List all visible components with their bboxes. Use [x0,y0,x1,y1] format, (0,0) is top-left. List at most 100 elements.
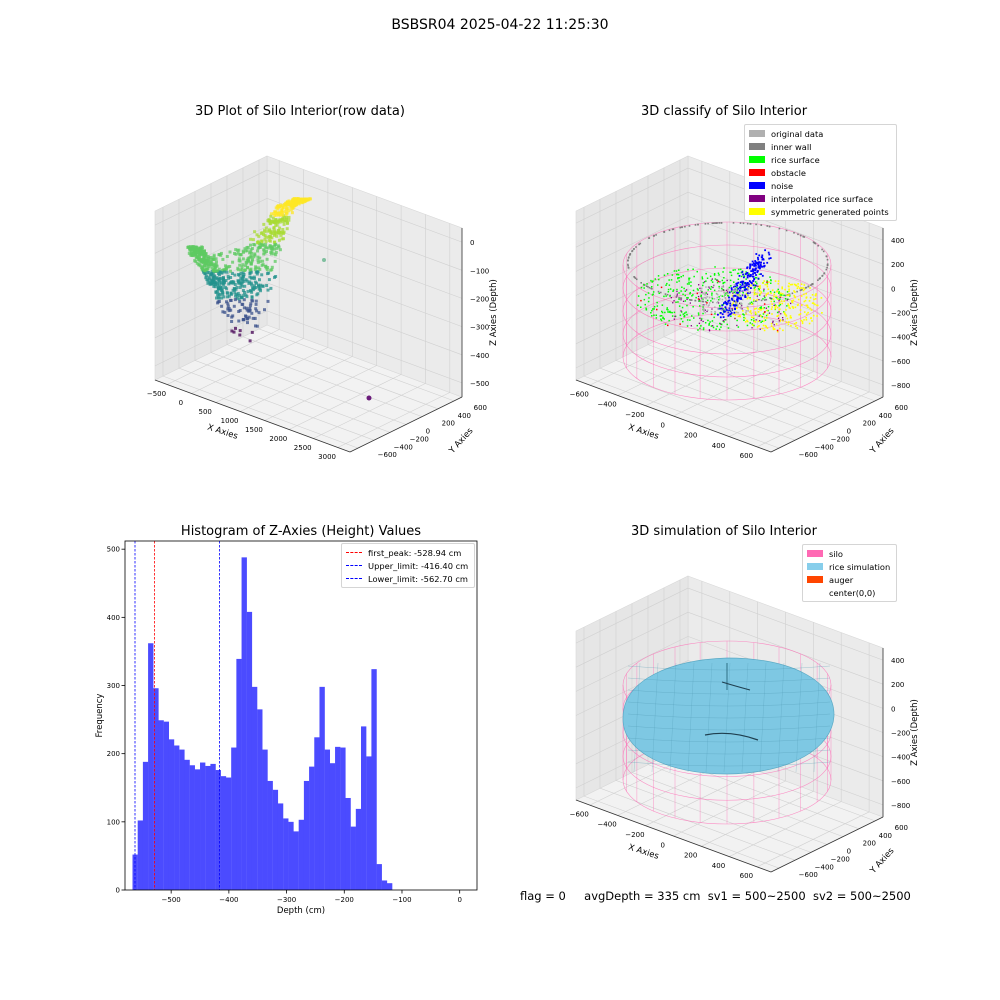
symmetric-point [788,294,790,296]
raw-point [212,264,216,268]
raw-point [220,288,224,292]
z-tick-label: −600 [891,778,910,786]
raw-point [265,250,268,253]
raw-point [284,211,288,215]
raw-point [258,260,262,264]
raw-point [226,314,230,317]
grid-line-x [729,632,842,857]
interpolated-point [772,322,774,324]
raw-point [211,275,215,279]
raw-point [263,230,267,234]
rice-surface-point [753,300,755,302]
symmetric-point [737,294,739,297]
legend-label: noise [771,180,794,191]
raw-point [261,284,265,288]
raw-outlier-point [366,395,372,401]
original-point [740,303,743,306]
raw-point [214,290,218,294]
symmetric-point [801,304,803,306]
interpolated-point [706,310,708,313]
symmetric-point [775,305,777,307]
raw-point [256,260,260,264]
inner-wall-point [749,223,752,225]
rice-surface-point [653,308,655,310]
rice-surface-point [671,315,674,317]
histogram-bar [137,820,144,890]
grid-line-x [167,160,280,385]
z-tick-label: 0 [470,239,474,247]
rice-surface-point [667,291,670,293]
symmetric-point [744,317,747,320]
symmetric-point [782,319,784,322]
rice-surface-point [736,289,739,291]
rice-surface-point [718,328,721,331]
inner-wall-point [720,222,722,224]
symmetric-point [772,298,775,301]
noise-point [739,287,742,290]
interpolated-point [712,286,714,289]
symmetric-point [753,293,756,296]
raw-point [228,250,232,254]
original-point [742,294,745,296]
inner-wall-point [678,296,680,299]
raw-point [211,257,215,261]
histogram-bar [215,770,221,890]
rice-surface-point [684,290,687,292]
rice-surface-point [714,313,716,315]
rice-surface-point [739,283,741,286]
y-tick-label: 600 [474,404,487,412]
noise-point [748,283,750,286]
inner-wall-point [778,227,781,230]
symmetric-point [772,327,775,329]
symmetric-point [753,299,755,301]
interpolated-point [716,279,718,281]
inner-wall-point [754,300,757,302]
raw-point [265,284,269,287]
symmetric-point [749,310,752,312]
symmetric-point [748,284,750,287]
symmetric-point [752,316,755,319]
raw-point [239,253,243,257]
raw-point [201,264,205,268]
grid-line-x [756,642,870,868]
interpolated-point [755,319,757,321]
noise-point [741,280,744,283]
raw-point [243,247,247,251]
y-tick-label: −600 [799,871,818,879]
raw-point [257,234,261,238]
symmetric-point [805,304,808,307]
grid-line-y [663,167,860,410]
raw-point [275,246,279,250]
interpolated-point [706,293,709,295]
symmetric-point [789,283,792,286]
depth-histogram: −500 −400 −300 −200 −100 00100200300400500Dep… [95,540,478,916]
interpolated-point [773,304,775,306]
rice-surface-point [727,327,730,329]
symmetric-point [781,287,783,290]
rice-surface-point [686,325,689,327]
raw-point [210,280,214,284]
interpolated-point [703,304,705,306]
raw-point [237,273,241,277]
rice-surface-point [758,273,761,275]
raw-point [234,252,238,256]
histogram-bar [309,766,315,890]
raw-point [207,275,211,279]
x-tick-label: −600 [570,810,589,818]
rice-surface-point [652,293,654,295]
rice-surface-point [751,323,753,325]
legend-swatch [346,565,362,566]
raw-point [188,245,192,249]
grid-line-y [583,207,780,449]
raw-point [241,274,245,278]
symmetric-point [776,291,778,293]
rice-surface-point [697,312,700,314]
rice-surface-point [680,290,682,292]
original-point [702,309,705,311]
rice-surface-point [710,300,712,302]
noise-point [744,286,746,289]
raw-point [241,289,245,292]
histogram-bar [329,763,336,890]
inner-wall-point [755,223,757,226]
raw-point [274,206,278,210]
